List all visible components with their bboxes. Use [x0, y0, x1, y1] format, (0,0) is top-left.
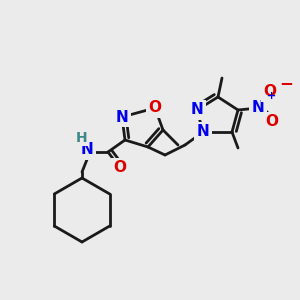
Text: +: +	[267, 91, 276, 101]
Text: O: O	[263, 85, 277, 100]
Text: −: −	[279, 74, 293, 92]
Text: N: N	[81, 142, 93, 158]
Text: O: O	[113, 160, 127, 175]
Text: H: H	[76, 131, 88, 145]
Text: N: N	[190, 103, 203, 118]
Text: N: N	[196, 124, 209, 140]
Text: O: O	[266, 115, 278, 130]
Text: N: N	[252, 100, 264, 116]
Text: N: N	[116, 110, 128, 124]
Text: O: O	[148, 100, 161, 116]
